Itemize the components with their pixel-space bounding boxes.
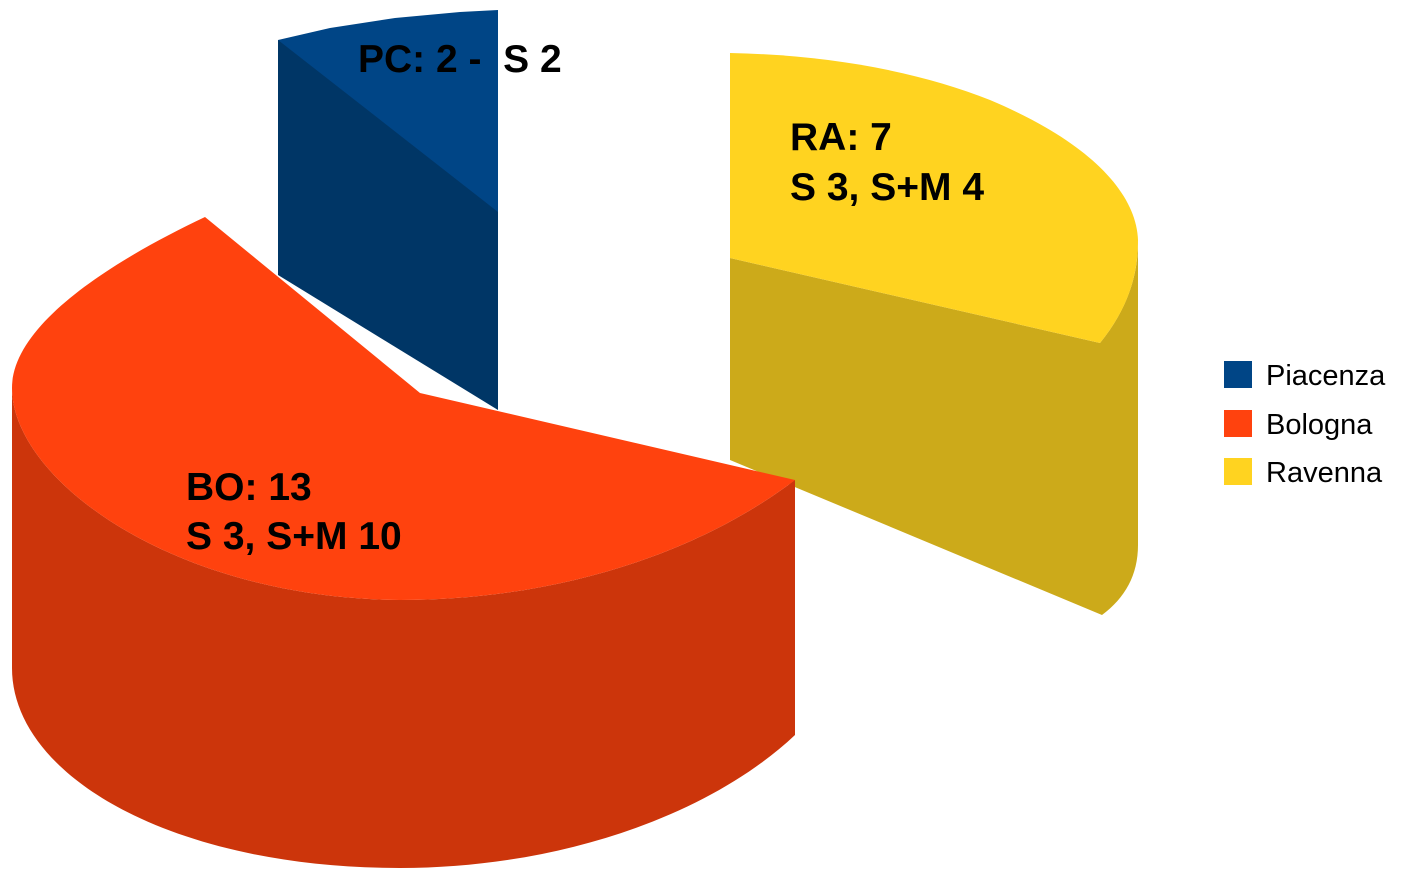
slice-ravenna-top (730, 53, 1138, 343)
legend-swatch-piacenza (1224, 361, 1252, 388)
data-label-bologna-breakdown: S 3, S+M 10 (186, 515, 402, 558)
legend-item-ravenna: Ravenna (1224, 457, 1383, 489)
slice-bologna-top (12, 217, 795, 600)
slice-ravenna-side (730, 240, 1138, 615)
data-label-bologna-total: BO: 13 (186, 466, 312, 509)
data-label-ravenna-breakdown: S 3, S+M 4 (790, 166, 984, 209)
legend-swatch-bologna (1224, 410, 1252, 437)
data-label-piacenza: PC: 2 - S 2 (358, 38, 562, 81)
slice-piacenza (278, 10, 498, 410)
legend-item-piacenza: Piacenza (1224, 360, 1386, 392)
data-label-ravenna-total: RA: 7 (790, 116, 892, 159)
legend-item-bologna: Bologna (1224, 409, 1373, 441)
slice-ravenna (730, 53, 1138, 615)
slice-bologna (12, 217, 795, 868)
legend-label-bologna: Bologna (1266, 409, 1373, 441)
slice-bologna-side (12, 388, 795, 868)
legend-label-ravenna: Ravenna (1266, 457, 1383, 489)
legend-label-piacenza: Piacenza (1266, 360, 1386, 392)
legend: Piacenza Bologna Ravenna (1224, 360, 1386, 489)
slice-piacenza-top (278, 10, 498, 212)
legend-swatch-ravenna (1224, 458, 1252, 485)
